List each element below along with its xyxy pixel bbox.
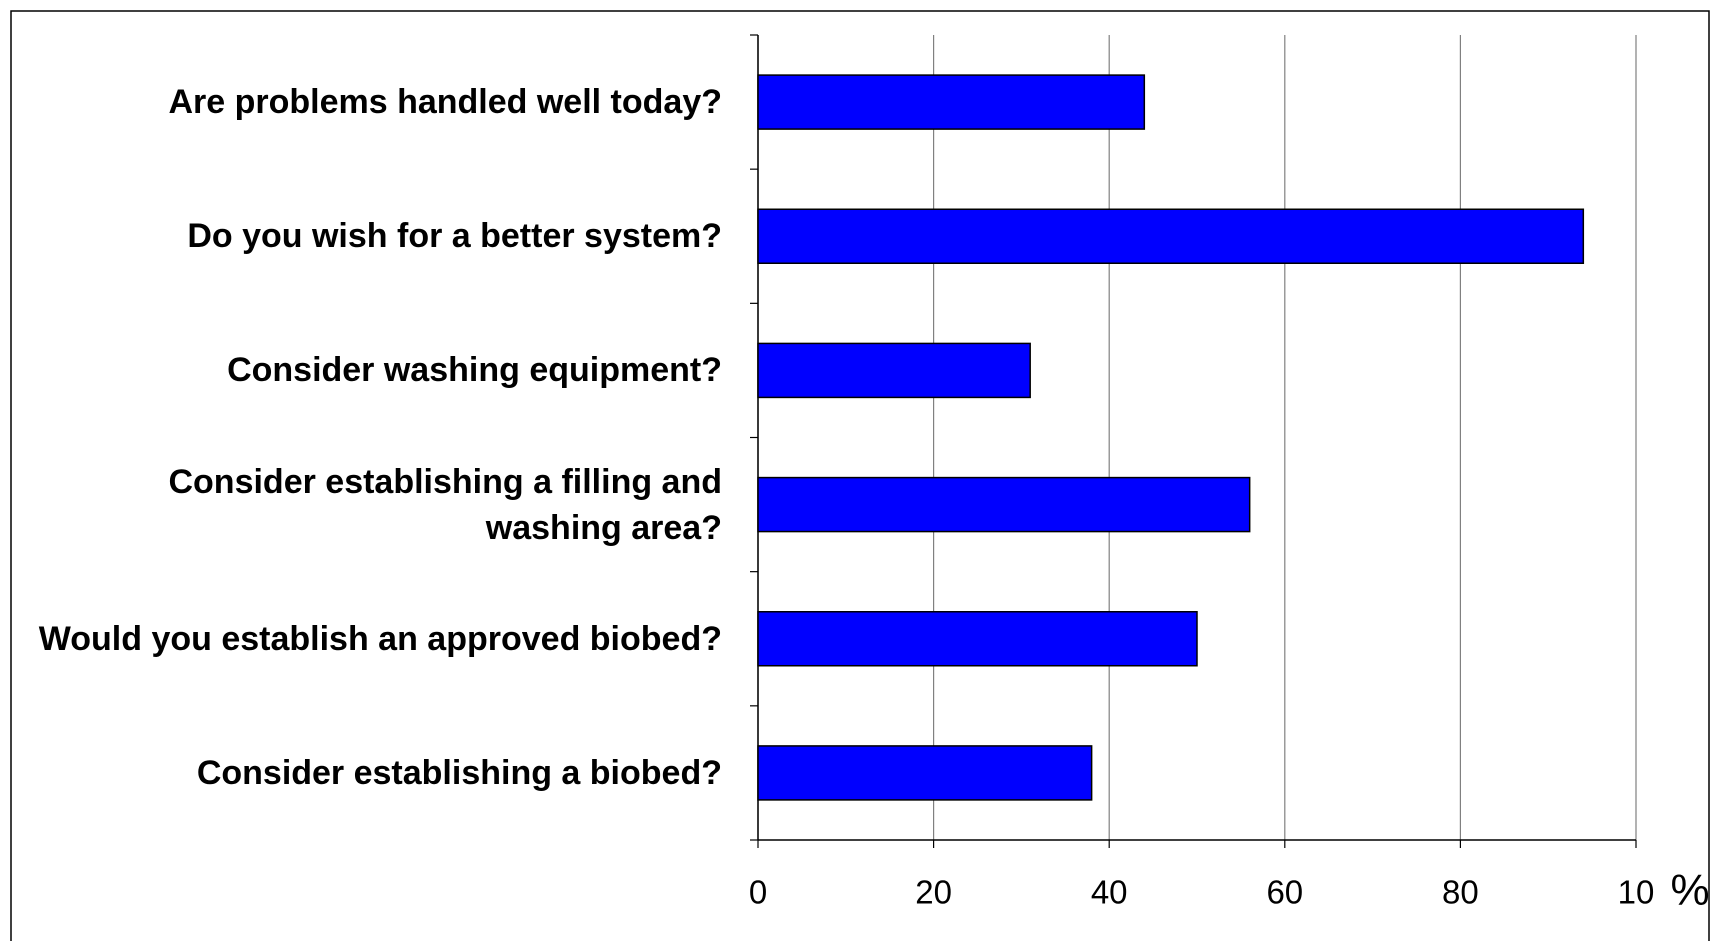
bar [757,476,1251,533]
bar [757,208,1585,264]
y-tick-label: Consider washing equipment? [227,351,722,390]
x-axis-label: % [1670,866,1709,915]
x-tick-label: 10 [1618,874,1655,911]
x-tick-label: 40 [1091,874,1128,911]
y-tick-label: Would you establish an approved biobed? [38,619,722,658]
bar [757,611,1198,667]
y-tick-label: Consider establishing a filling and wash… [168,462,722,547]
bar [757,74,1146,130]
x-tick-label: 60 [1266,874,1303,911]
frame [10,10,1710,941]
x-tick-label: 20 [915,874,952,911]
x-tick-label: 0 [749,874,767,911]
y-tick-label: Consider establishing a biobed? [196,753,722,792]
bar [757,342,1031,399]
y-tick-label: Do you wish for a better system? [187,217,722,256]
y-tick-label: Are problems handled well today? [168,83,722,122]
x-tick-label: 80 [1442,874,1479,911]
bar [757,745,1093,801]
